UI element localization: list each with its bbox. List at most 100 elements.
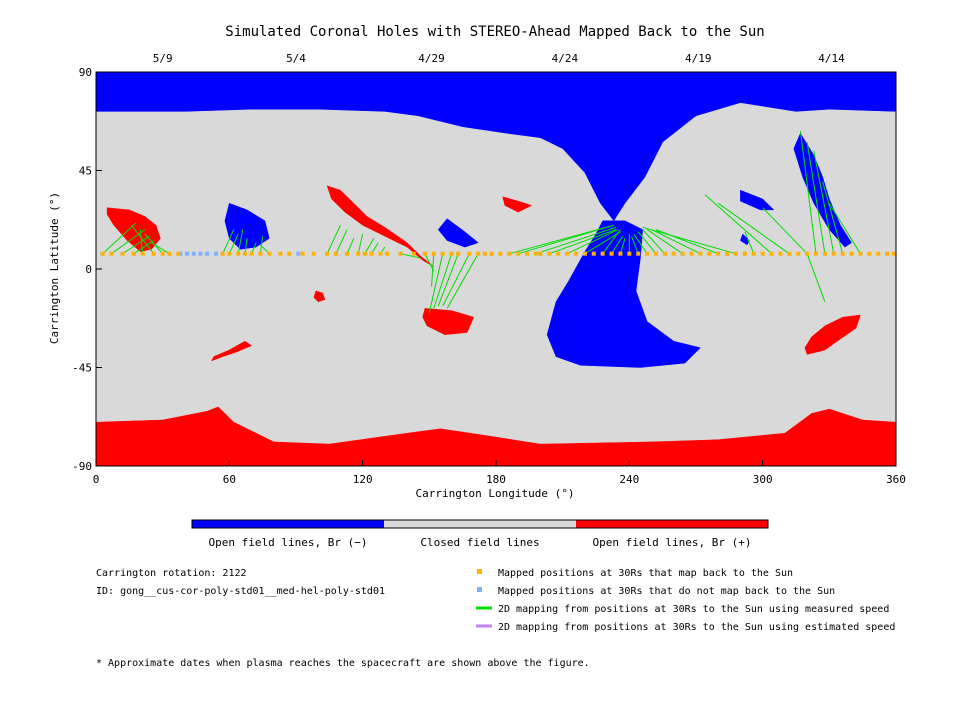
mapped-point-24 [362,251,367,256]
top-date-axis: 5/9 5/4 4/29 4/24 4/19 4/14 [153,52,845,78]
mapped-point-64 [716,251,721,256]
field-line-0 [102,222,137,255]
x-tick-label: 120 [353,473,373,486]
model-id-info: ID: gong__cus-cor-poly-std01__med-hel-po… [96,586,385,597]
x-tick-label: 300 [753,473,773,486]
mapped-point-23 [356,251,361,256]
negative-region-north-polar-hole [95,71,897,222]
mapped-point-4 [140,251,145,256]
y-axis-label: Carrington Latitude (°) [48,192,61,344]
unmapped-point-5 [214,251,218,256]
y-tick-label: -45 [72,362,92,375]
field-line-15 [326,225,341,254]
mapped-point-35 [467,251,472,256]
unmapped-point-3 [198,251,203,256]
field-line-38 [619,238,626,254]
field-line-mappings [102,131,861,313]
mapped-point-36 [476,251,481,256]
colorbar-label-2: Open field lines, Br (+) [593,536,752,549]
field-line-51 [799,131,817,254]
mapped-point-62 [698,251,703,256]
colorbar-label-0: Open field lines, Br (−) [209,536,368,549]
field-line-42 [637,231,657,254]
mapped-point-59 [671,251,676,256]
mapped-point-72 [787,251,792,256]
mapped-point-37 [482,251,487,256]
mapped-positions [100,251,896,256]
unmapped-point-4 [205,251,210,256]
field-line-18 [357,233,364,254]
positive-region-hole-near-110 [326,185,434,268]
field-line-55 [828,203,861,254]
mapped-point-49 [582,251,587,256]
mapped-point-79 [849,251,854,256]
date-tick-label: 4/29 [418,52,445,65]
field-line-27 [437,253,459,307]
mapped-point-50 [591,251,596,256]
field-line-57 [744,231,755,254]
mapped-point-20 [325,251,330,256]
chart-title: Simulated Coronal Holes with STEREO-Ahea… [225,24,764,40]
field-line-50 [762,207,808,255]
mapped-point-8 [176,251,181,256]
field-line-5 [131,224,155,254]
field-line-22 [400,253,421,259]
mapped-point-43 [534,251,538,256]
mapped-point-7 [167,251,172,256]
positive-open-field-regions [95,185,897,467]
x-tick-label: 60 [223,473,236,486]
legend-label-unmapped: Mapped positions at 30Rs that do not map… [498,586,835,597]
field-line-2 [122,235,150,255]
mapped-point-61 [689,251,694,256]
negative-region-equatorial-extension [546,220,701,368]
mapped-point-76 [822,251,827,256]
mapped-point-10 [227,251,232,256]
closed-field-background [96,72,896,466]
mapped-point-55 [636,251,641,256]
positive-region-hole-near-100 [313,290,326,303]
field-line-9 [228,233,239,254]
mapped-point-69 [760,251,765,256]
field-line-49 [717,202,790,255]
negative-region-hole-near-158 [437,218,479,248]
mapped-point-54 [627,251,632,256]
mapped-point-29 [411,251,416,256]
field-line-53 [813,150,835,254]
colorbar-frame [191,519,769,529]
mapped-point-14 [258,251,263,256]
rotation-info: Carrington rotation: 2122 [96,568,247,579]
field-line-8 [222,229,235,254]
mapped-point-65 [725,251,730,256]
mapped-point-22 [345,251,350,256]
mapped-point-16 [278,251,283,256]
mapped-point-74 [805,251,810,256]
field-line-37 [611,235,624,254]
mapped-point-52 [609,251,614,256]
positive-region-hole-near-340 [804,314,861,355]
legend: Mapped positions at 30Rs that map back t… [476,568,895,633]
date-tick-label: 4/19 [685,52,712,65]
mapped-point-40 [507,251,512,256]
mapped-point-66 [734,251,738,256]
mapped-point-75 [814,251,818,256]
unmapped-point-1 [185,251,190,256]
field-line-31 [518,224,614,255]
field-line-1 [111,229,146,255]
positive-region-hole-near-185 [502,196,533,213]
colorbar: Open field lines, Br (−) Closed field lin… [191,519,769,549]
negative-open-field-regions [95,71,897,368]
mapped-point-19 [311,251,316,256]
mapped-point-51 [600,251,605,256]
mapped-point-81 [867,251,872,256]
x-axis-label: Carrington Longitude (°) [416,487,575,500]
field-line-33 [549,229,617,255]
y-axis: 90 45 0 -45 -90 [72,66,102,473]
positive-region-hole-near-152 [422,308,475,335]
mapped-point-70 [769,251,774,256]
mapped-point-56 [645,251,650,256]
mapped-point-6 [160,251,165,256]
mapped-point-82 [876,251,881,256]
mapped-point-63 [707,251,712,256]
field-line-43 [642,229,666,255]
date-tick-label: 5/9 [153,52,173,65]
